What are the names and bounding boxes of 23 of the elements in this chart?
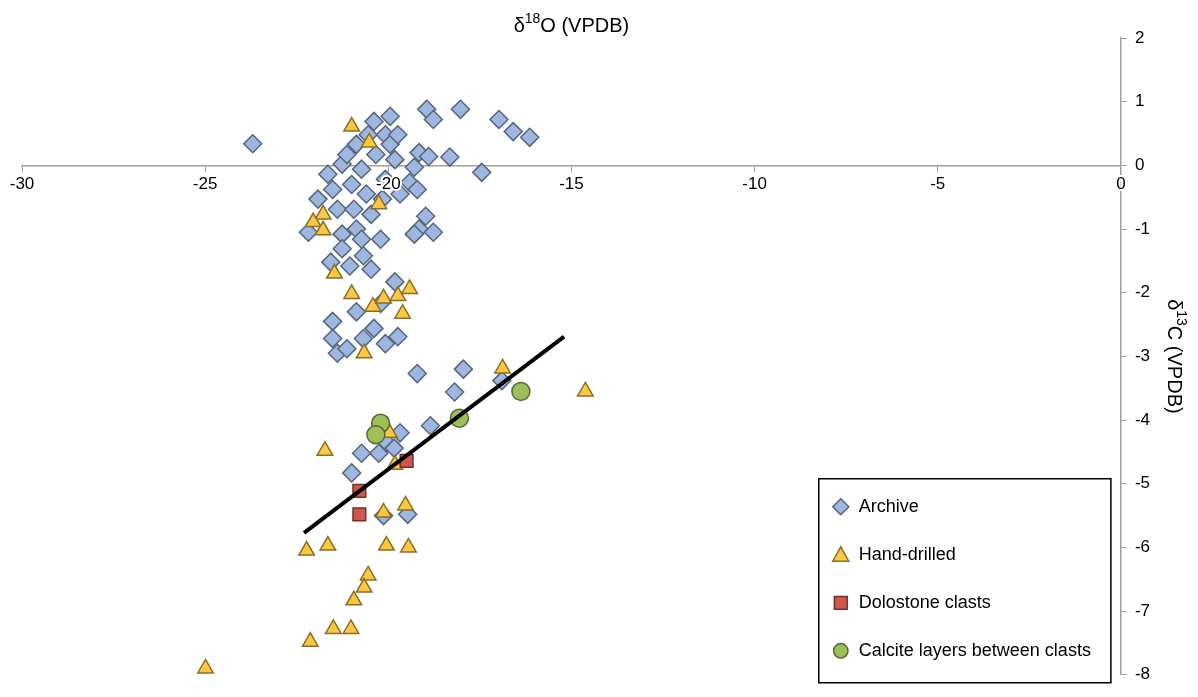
x-tick-label: -5 [930,173,946,193]
y-tick-label: -7 [1134,600,1151,620]
y-tick-label: -5 [1134,473,1151,493]
y-tick-label: -6 [1134,537,1151,557]
y-tick-label: 0 [1134,155,1145,175]
legend-label: Archive [858,495,919,516]
x-tick-label: -30 [9,173,35,193]
y-tick-label: -8 [1134,664,1151,684]
y-tick-label: -4 [1134,409,1151,429]
x-tick-label: -20 [376,173,401,193]
y-tick-label: -3 [1134,346,1151,366]
y-tick-label: 2 [1134,27,1145,47]
x-tick-label: 0 [1116,173,1126,193]
y-tick-label: -1 [1134,218,1151,238]
x-tick-label: -10 [742,173,767,193]
legend-label: Dolostone clasts [858,591,991,612]
legend-label: Hand-drilled [858,543,956,564]
y-tick-label: -2 [1134,282,1151,302]
legend-label: Calcite layers between clasts [858,639,1091,660]
y-axis-title: δ13C (VPDB) [1164,299,1191,414]
x-tick-label: -15 [559,173,584,193]
y-tick-label: 1 [1134,91,1145,111]
x-tick-label: -25 [192,173,218,193]
